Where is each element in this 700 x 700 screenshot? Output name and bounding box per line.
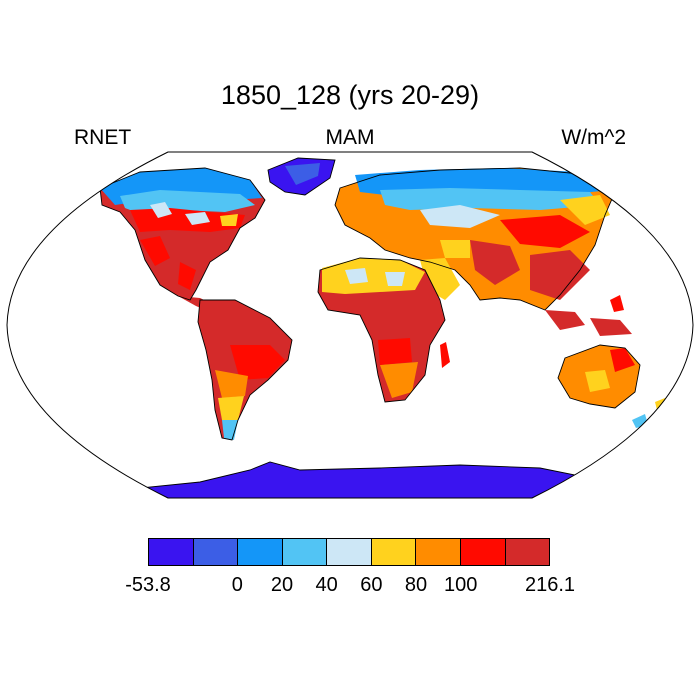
colorbar-tick-label: 0 [231, 574, 243, 596]
map-title: 1850_128 (yrs 20-29) [220, 80, 480, 110]
map-boundary [6, 151, 694, 499]
colorbar-swatch [416, 539, 461, 565]
colorbar-swatch [460, 539, 506, 565]
colorbar-labels: -53.8 0 20 40 60 80 100 216.1 [125, 574, 575, 598]
colorbar-swatch [371, 539, 417, 565]
colorbar-swatch [149, 539, 194, 565]
colorbar-tick-label: -53.8 [125, 574, 171, 596]
colorbar-tick-label: 60 [360, 574, 383, 596]
colorbar-swatch [327, 539, 372, 565]
colorbar-tick-label: 40 [315, 574, 338, 596]
colorbar [148, 538, 550, 566]
colorbar-swatch [282, 539, 328, 565]
colorbar-swatch [193, 539, 239, 565]
colorbar-swatch [238, 539, 283, 565]
colorbar-tick-label: 100 [443, 574, 478, 596]
colorbar-swatch [505, 539, 550, 565]
land-fill [99, 157, 668, 498]
season-label: MAM [325, 126, 375, 149]
colorbar-tick-label: 80 [404, 574, 428, 596]
units-label: W/m^2 [561, 126, 626, 149]
colorbar-tick-label: 20 [270, 574, 294, 596]
variable-label: RNET [74, 126, 132, 149]
colorbar-tick-label: 216.1 [524, 574, 576, 596]
